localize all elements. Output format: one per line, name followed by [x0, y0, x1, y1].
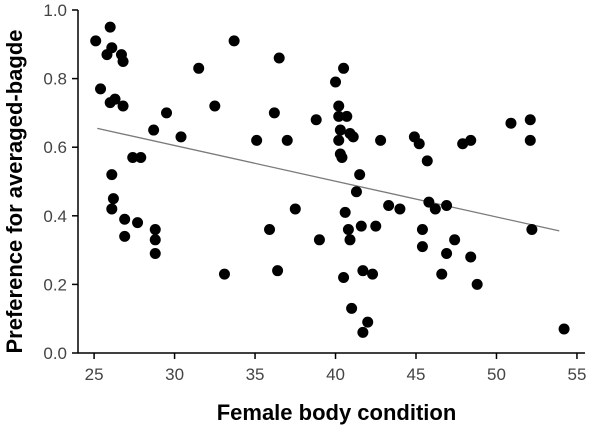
- data-point: [350, 186, 362, 198]
- data-point: [333, 100, 345, 112]
- data-point: [471, 278, 483, 290]
- data-point: [218, 268, 230, 280]
- data-point: [313, 234, 325, 246]
- data-point: [109, 93, 121, 105]
- data-point: [117, 55, 129, 67]
- data-point: [505, 117, 517, 129]
- data-point: [264, 224, 276, 236]
- data-point: [106, 42, 118, 54]
- data-point: [336, 151, 348, 163]
- data-point: [132, 217, 144, 229]
- data-point: [558, 323, 570, 335]
- x-tick-label: 35: [246, 365, 265, 384]
- data-point: [119, 213, 131, 225]
- data-point: [347, 131, 359, 143]
- trend-line: [97, 127, 560, 232]
- x-tick-label: 55: [567, 365, 586, 384]
- data-point: [344, 234, 356, 246]
- data-point: [354, 169, 366, 181]
- y-tick-label: 0.8: [43, 70, 67, 89]
- data-point: [339, 206, 351, 218]
- y-tick-label: 0.6: [43, 138, 67, 157]
- data-point: [107, 193, 119, 205]
- x-axis-title: Female body condition: [217, 400, 457, 425]
- data-point: [436, 268, 448, 280]
- y-tick-label: 1.0: [43, 1, 67, 20]
- data-point: [95, 83, 107, 95]
- x-tick-label: 25: [85, 365, 104, 384]
- y-tick-label: 0.0: [43, 344, 67, 363]
- x-tick-label: 45: [407, 365, 426, 384]
- x-tick-label: 50: [487, 365, 506, 384]
- x-tick-label: 40: [326, 365, 345, 384]
- data-point: [251, 134, 263, 146]
- data-point: [526, 224, 538, 236]
- data-point: [375, 134, 387, 146]
- data-point: [421, 155, 433, 167]
- data-point: [90, 35, 102, 47]
- data-point: [441, 248, 453, 260]
- data-point: [416, 241, 428, 253]
- data-point: [346, 302, 358, 314]
- data-point: [281, 134, 293, 146]
- data-point: [175, 131, 187, 143]
- data-point: [104, 21, 116, 33]
- data-point: [228, 35, 240, 47]
- data-point: [333, 134, 345, 146]
- data-point: [135, 151, 147, 163]
- data-point: [268, 107, 280, 119]
- data-point: [383, 200, 395, 212]
- data-point: [524, 134, 536, 146]
- data-point: [441, 200, 453, 212]
- data-point: [341, 110, 353, 122]
- data-point: [465, 134, 477, 146]
- data-point: [334, 124, 346, 136]
- y-tick-label: 0.4: [43, 207, 67, 226]
- data-point: [106, 169, 118, 181]
- data-point: [357, 326, 369, 338]
- data-point: [149, 248, 161, 260]
- data-point: [342, 224, 354, 236]
- data-point: [161, 107, 173, 119]
- data-point: [338, 272, 350, 284]
- data-point: [148, 124, 160, 136]
- data-point: [273, 52, 285, 64]
- y-axis-title: Preference for averaged-bagde: [2, 29, 27, 353]
- data-point: [413, 138, 425, 150]
- data-point: [117, 100, 129, 112]
- data-point: [127, 151, 139, 163]
- data-point: [193, 62, 205, 74]
- y-axis-ticks: 0.0 0.2 0.4 0.6 0.8 1.0: [43, 1, 78, 363]
- data-point: [106, 203, 118, 215]
- data-point: [355, 220, 367, 232]
- data-point: [367, 268, 379, 280]
- data-point: [289, 203, 301, 215]
- data-point: [465, 251, 477, 263]
- data-point: [370, 220, 382, 232]
- data-point: [394, 203, 406, 215]
- data-point: [449, 234, 461, 246]
- data-point: [209, 100, 221, 112]
- data-point: [119, 230, 131, 242]
- data-point: [338, 62, 350, 74]
- data-point: [416, 224, 428, 236]
- data-point: [310, 114, 322, 126]
- data-point: [149, 224, 161, 236]
- data-point: [357, 265, 369, 277]
- data-point: [524, 114, 536, 126]
- x-tick-label: 30: [165, 365, 184, 384]
- data-point: [362, 316, 374, 328]
- data-point: [423, 196, 435, 208]
- data-point: [330, 76, 342, 88]
- data-point: [149, 234, 161, 246]
- data-points: [90, 21, 570, 338]
- y-tick-label: 0.2: [43, 275, 67, 294]
- data-point: [333, 110, 345, 122]
- data-point: [272, 265, 284, 277]
- x-axis-ticks: 25 30 35 40 45 50 55: [85, 353, 586, 384]
- data-point: [429, 203, 441, 215]
